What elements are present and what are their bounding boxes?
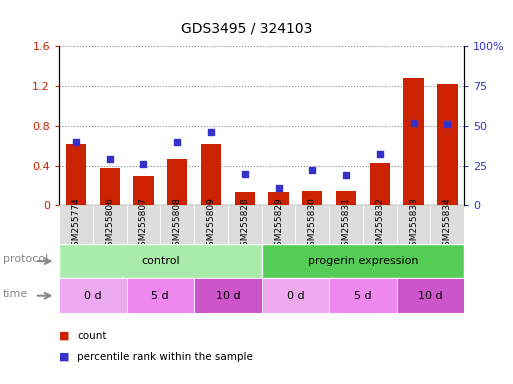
- Text: GSM255774: GSM255774: [71, 197, 81, 252]
- Text: GSM255829: GSM255829: [274, 197, 283, 252]
- Bar: [329, 205, 363, 244]
- Bar: [397, 205, 430, 244]
- Bar: [127, 278, 194, 313]
- Bar: [302, 190, 322, 205]
- Bar: [437, 84, 458, 205]
- Bar: [194, 205, 228, 244]
- Bar: [262, 205, 295, 244]
- Text: ■: ■: [59, 331, 69, 341]
- Text: time: time: [3, 289, 28, 299]
- Bar: [133, 175, 153, 205]
- Point: [241, 170, 249, 177]
- Point: [173, 139, 181, 145]
- Point: [443, 121, 451, 127]
- Bar: [329, 278, 397, 313]
- Point: [140, 161, 148, 167]
- Bar: [127, 205, 160, 244]
- Text: 5 d: 5 d: [151, 291, 169, 301]
- Point: [274, 185, 283, 191]
- Text: GSM255808: GSM255808: [173, 197, 182, 252]
- Bar: [66, 144, 86, 205]
- Bar: [100, 167, 120, 205]
- Bar: [403, 78, 424, 205]
- Bar: [336, 192, 356, 205]
- Text: GSM255832: GSM255832: [376, 197, 384, 252]
- Text: percentile rank within the sample: percentile rank within the sample: [77, 352, 253, 362]
- Bar: [397, 278, 464, 313]
- Point: [207, 129, 215, 135]
- Text: GSM255833: GSM255833: [409, 197, 418, 252]
- Text: GSM255828: GSM255828: [240, 197, 249, 252]
- Bar: [234, 192, 255, 205]
- Bar: [228, 205, 262, 244]
- Point: [72, 139, 80, 145]
- Bar: [430, 205, 464, 244]
- Text: 10 d: 10 d: [418, 291, 443, 301]
- Text: 0 d: 0 d: [287, 291, 304, 301]
- Bar: [201, 144, 221, 205]
- Bar: [262, 278, 329, 313]
- Bar: [268, 192, 289, 205]
- Text: control: control: [141, 256, 180, 266]
- Point: [376, 151, 384, 157]
- Text: GSM255834: GSM255834: [443, 197, 452, 252]
- Bar: [59, 278, 127, 313]
- Point: [308, 167, 317, 174]
- Text: count: count: [77, 331, 107, 341]
- Point: [409, 119, 418, 126]
- Text: GSM255831: GSM255831: [342, 197, 350, 252]
- Text: protocol: protocol: [3, 254, 48, 264]
- Text: GSM255806: GSM255806: [105, 197, 114, 252]
- Bar: [59, 205, 93, 244]
- Point: [342, 172, 350, 178]
- Bar: [93, 205, 127, 244]
- Bar: [370, 162, 390, 205]
- Text: GDS3495 / 324103: GDS3495 / 324103: [181, 21, 312, 35]
- Bar: [262, 244, 464, 278]
- Bar: [295, 205, 329, 244]
- Text: 0 d: 0 d: [84, 291, 102, 301]
- Bar: [160, 205, 194, 244]
- Text: progerin expression: progerin expression: [308, 256, 418, 266]
- Text: 10 d: 10 d: [215, 291, 240, 301]
- Point: [106, 156, 114, 162]
- Text: GSM255809: GSM255809: [206, 197, 215, 252]
- Bar: [363, 205, 397, 244]
- Text: 5 d: 5 d: [354, 291, 372, 301]
- Bar: [59, 244, 262, 278]
- Bar: [194, 278, 262, 313]
- Text: ■: ■: [59, 352, 69, 362]
- Bar: [167, 159, 187, 205]
- Text: GSM255807: GSM255807: [139, 197, 148, 252]
- Text: GSM255830: GSM255830: [308, 197, 317, 252]
